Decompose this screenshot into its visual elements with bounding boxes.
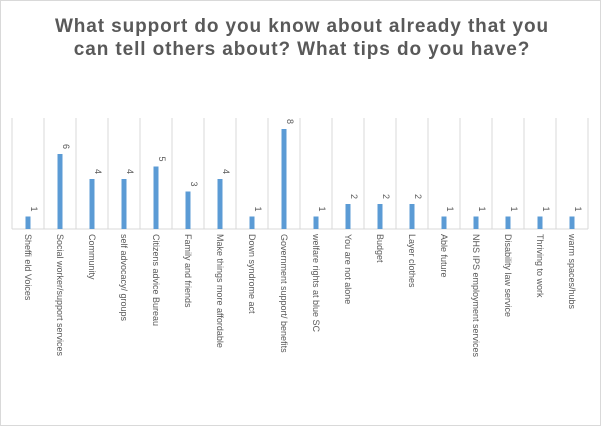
chart-title: What support do you know about already t… [54, 16, 550, 60]
tick-label: Government support/ benefits [279, 234, 289, 353]
bar [505, 216, 511, 229]
bar [569, 216, 575, 229]
tick-label: Down syndrome act [247, 234, 257, 314]
tick-label: NHS IPS employment services [471, 234, 481, 358]
data-label: 2 [381, 194, 391, 199]
bar [473, 216, 479, 229]
tick-label: Citizens advice Bureau [151, 234, 161, 326]
bar [249, 216, 255, 229]
tick-label: Family and friends [183, 234, 193, 308]
data-label: 2 [349, 194, 359, 199]
tick-label: Social worker/support services [55, 234, 65, 357]
tick-label: Budget [375, 234, 385, 263]
bar [153, 166, 159, 229]
data-label: 1 [317, 206, 327, 211]
bar [217, 179, 223, 229]
data-label: 3 [189, 181, 199, 186]
data-label: 1 [29, 206, 39, 211]
bar [345, 204, 351, 229]
bar [441, 216, 447, 229]
bar [313, 216, 319, 229]
tick-label: Make things more affordable [215, 234, 225, 348]
data-label: 1 [573, 206, 583, 211]
tick-label: self advocacy/ groups [119, 234, 129, 322]
tick-label: Community [87, 234, 97, 280]
data-label: 1 [253, 206, 263, 211]
bar [185, 191, 191, 229]
data-label: 5 [157, 156, 167, 161]
tick-label: Thriving to work [535, 234, 545, 298]
tick-label: Disability law service [503, 234, 513, 317]
data-label: 4 [221, 169, 231, 174]
tick-label: Sheffi eld Voices [23, 234, 33, 301]
data-label: 6 [61, 144, 71, 149]
tick-label: Layer clothes [407, 234, 417, 288]
tick-label: warm spaces/hubs [567, 233, 577, 310]
tick-label: welfare rights at blue SC [311, 233, 321, 333]
bar [25, 216, 31, 229]
data-label: 4 [93, 169, 103, 174]
bar [281, 129, 287, 229]
data-label: 1 [477, 206, 487, 211]
data-label: 2 [413, 194, 423, 199]
bar [57, 154, 63, 229]
tick-label: You are not alone [343, 234, 353, 304]
bar [409, 204, 415, 229]
bar [121, 179, 127, 229]
bar [537, 216, 543, 229]
data-label: 1 [445, 206, 455, 211]
tick-label: Able future [439, 234, 449, 278]
data-label: 8 [285, 119, 295, 124]
data-label: 4 [125, 169, 135, 174]
bar [89, 179, 95, 229]
data-label: 1 [541, 206, 551, 211]
bar [377, 204, 383, 229]
data-label: 1 [509, 206, 519, 211]
